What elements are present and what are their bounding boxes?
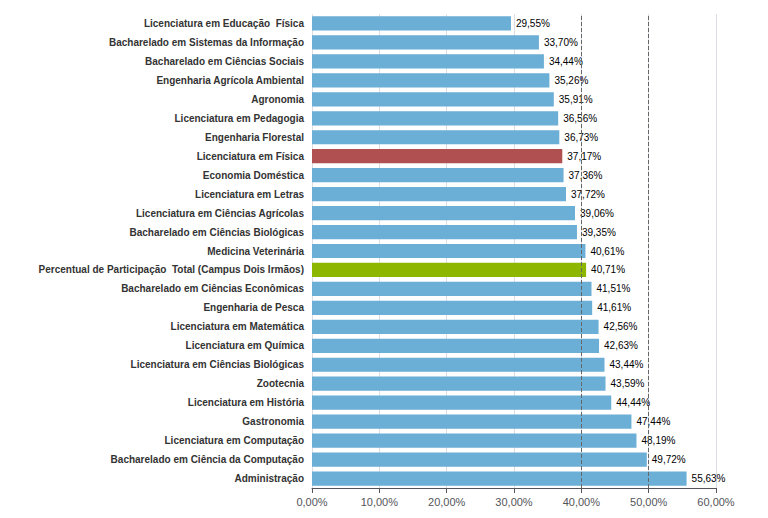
svg-text:Licenciatura em Matemática: Licenciatura em Matemática: [171, 321, 305, 332]
svg-text:49,72%: 49,72%: [652, 454, 686, 465]
svg-text:Gastronomia: Gastronomia: [242, 416, 304, 427]
svg-text:55,63%: 55,63%: [692, 473, 726, 484]
svg-text:Licenciatura em Ciências Bioló: Licenciatura em Ciências Biológicas: [131, 359, 305, 370]
svg-text:Licenciatura em Letras: Licenciatura em Letras: [195, 189, 304, 200]
svg-text:Bacharelado em Ciências Econôm: Bacharelado em Ciências Econômicas: [121, 283, 304, 294]
svg-text:Percentual de Participação To: Percentual de Participação Total (Campus…: [39, 264, 304, 275]
svg-text:41,51%: 41,51%: [597, 283, 631, 294]
svg-text:Licenciatura em Educação Físi: Licenciatura em Educação Física: [144, 18, 305, 29]
svg-text:Zootecnia: Zootecnia: [257, 378, 305, 389]
svg-text:48,19%: 48,19%: [641, 435, 675, 446]
svg-text:29,55%: 29,55%: [516, 18, 550, 29]
svg-text:35,91%: 35,91%: [559, 94, 593, 105]
svg-text:Licenciatura em Química: Licenciatura em Química: [186, 340, 305, 351]
svg-text:Bacharelado em Ciência da Comp: Bacharelado em Ciência da Computação: [111, 454, 304, 465]
svg-text:40,61%: 40,61%: [590, 246, 624, 257]
svg-text:41,61%: 41,61%: [597, 302, 631, 313]
svg-text:39,06%: 39,06%: [580, 208, 614, 219]
svg-text:Licenciatura em Computação: Licenciatura em Computação: [165, 435, 304, 446]
svg-text:Administração: Administração: [235, 473, 304, 484]
svg-text:Bacharelado em Ciências Sociai: Bacharelado em Ciências Sociais: [145, 56, 304, 67]
svg-text:43,59%: 43,59%: [611, 378, 645, 389]
svg-text:34,44%: 34,44%: [549, 56, 583, 67]
svg-text:50,00%: 50,00%: [630, 496, 668, 508]
svg-text:Medicina Veterinária: Medicina Veterinária: [207, 246, 304, 257]
svg-text:37,72%: 37,72%: [571, 189, 605, 200]
svg-text:Licenciatura em História: Licenciatura em História: [188, 397, 305, 408]
svg-text:36,73%: 36,73%: [564, 131, 599, 143]
svg-text:Agronomia: Agronomia: [251, 94, 304, 105]
svg-text:20,00%: 20,00%: [428, 496, 466, 508]
svg-text:44,44%: 44,44%: [616, 397, 650, 408]
svg-text:Engenharia Agrícola Ambiental: Engenharia Agrícola Ambiental: [156, 75, 304, 86]
svg-text:Engenharia de Pesca: Engenharia de Pesca: [203, 302, 304, 313]
svg-text:37,36%: 37,36%: [569, 170, 603, 181]
svg-text:10,00%: 10,00%: [361, 496, 399, 508]
svg-text:43,44%: 43,44%: [609, 359, 643, 370]
svg-text:Engenharia Florestal: Engenharia Florestal: [205, 132, 304, 143]
svg-text:35,26%: 35,26%: [554, 75, 588, 86]
svg-text:42,63%: 42,63%: [604, 340, 638, 351]
svg-text:Licenciatura em Física: Licenciatura em Física: [197, 151, 305, 162]
svg-text:42,56%: 42,56%: [604, 321, 638, 332]
svg-text:40,71%: 40,71%: [591, 264, 625, 275]
svg-text:Bacharelado em Sistemas da Inf: Bacharelado em Sistemas da Informação: [109, 37, 304, 48]
svg-text:Economia Doméstica: Economia Doméstica: [203, 170, 305, 181]
svg-text:30,00%: 30,00%: [495, 496, 533, 508]
svg-text:60,00%: 60,00%: [697, 496, 735, 508]
svg-text:37,17%: 37,17%: [567, 151, 601, 162]
svg-text:Licenciatura em Pedagogia: Licenciatura em Pedagogia: [175, 113, 305, 124]
svg-text:0,00%: 0,00%: [296, 496, 327, 508]
svg-text:36,56%: 36,56%: [563, 113, 597, 124]
svg-text:40,00%: 40,00%: [563, 496, 601, 508]
svg-text:47,44%: 47,44%: [636, 416, 670, 427]
svg-text:Licenciatura em Ciências Agríc: Licenciatura em Ciências Agrícolas: [136, 208, 304, 219]
svg-text:39,35%: 39,35%: [582, 227, 616, 238]
svg-text:Bacharelado em Ciências Biológ: Bacharelado em Ciências Biológicas: [129, 227, 304, 238]
svg-text:33,70%: 33,70%: [544, 37, 578, 48]
